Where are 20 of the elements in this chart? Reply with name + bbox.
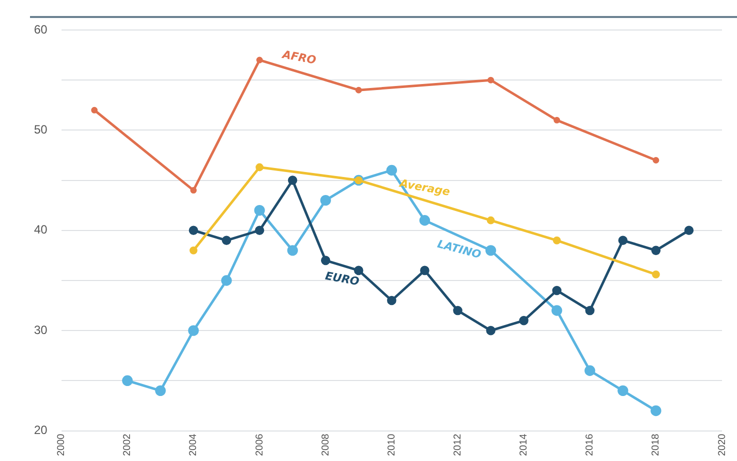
x-tick-label: 2014 <box>518 433 530 456</box>
text: LATINO <box>436 237 482 262</box>
x-tick-label: 2002 <box>122 433 134 456</box>
text: EURO <box>324 269 360 288</box>
y-tick-label: 50 <box>34 122 48 136</box>
x-tick-label: 2004 <box>188 433 200 456</box>
x-tick-label: 2000 <box>56 433 68 456</box>
y-tick-label: 40 <box>34 222 48 237</box>
x-tick-label: 2020 <box>716 433 728 456</box>
x-tick-label: 2008 <box>320 433 332 456</box>
y-tick-label: 30 <box>34 322 48 337</box>
y-tick-label: 20 <box>34 423 48 438</box>
x-tick-label: 2018 <box>650 433 662 456</box>
text: Average <box>398 176 452 199</box>
x-tick-label: 2016 <box>584 433 596 456</box>
y-tick-label: 60 <box>34 22 48 36</box>
x-tick-label: 2006 <box>254 433 266 456</box>
x-tick-label: 2012 <box>452 433 464 456</box>
text: AFRO <box>280 48 318 67</box>
x-tick-label: 2010 <box>386 433 398 456</box>
